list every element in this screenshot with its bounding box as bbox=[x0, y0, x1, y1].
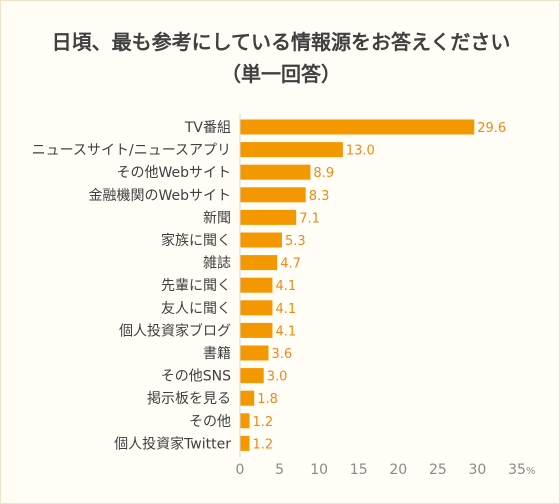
category-label: 先輩に聞く bbox=[161, 278, 231, 294]
bar bbox=[240, 142, 343, 158]
category-label: 掲示板を見る bbox=[147, 391, 231, 407]
x-tick-label: 5 bbox=[275, 462, 284, 478]
value-label: 3.0 bbox=[267, 370, 288, 385]
value-label: 1.8 bbox=[257, 392, 278, 407]
category-label: 個人投資家Twitter bbox=[114, 435, 231, 452]
value-label: 4.1 bbox=[275, 302, 296, 317]
bar bbox=[240, 322, 273, 338]
category-label: 友人に聞く bbox=[161, 301, 231, 317]
bar bbox=[240, 277, 273, 293]
category-label: 金融機関のWebサイト bbox=[88, 188, 231, 204]
x-tick-label: 20 bbox=[389, 462, 407, 478]
value-label: 13.0 bbox=[346, 144, 375, 159]
bar bbox=[240, 390, 255, 406]
bar bbox=[240, 368, 264, 384]
x-unit-label: % bbox=[526, 466, 536, 477]
bar bbox=[240, 300, 273, 316]
bar bbox=[240, 164, 311, 180]
bar bbox=[240, 119, 475, 135]
value-label: 3.6 bbox=[271, 347, 292, 362]
value-label: 1.2 bbox=[252, 437, 273, 452]
x-tick-label: 25 bbox=[429, 462, 447, 478]
value-label: 8.9 bbox=[313, 166, 334, 181]
category-label: その他 bbox=[189, 414, 231, 430]
bar bbox=[240, 232, 282, 248]
chart-subtitle: （単一回答） bbox=[221, 62, 341, 86]
category-label: ニュースサイト/ニュースアプリ bbox=[32, 143, 231, 159]
value-label: 7.1 bbox=[299, 211, 320, 226]
value-label: 5.3 bbox=[285, 234, 306, 249]
category-label: 書籍 bbox=[203, 345, 231, 362]
bar bbox=[240, 345, 269, 361]
category-label: その他SNS bbox=[161, 369, 231, 385]
chart-title: 日頃、最も参考にしている情報源をお答えください bbox=[51, 30, 511, 54]
category-label: 新聞 bbox=[203, 210, 231, 226]
category-label: 個人投資家ブログ bbox=[119, 322, 231, 339]
value-label: 1.2 bbox=[252, 415, 273, 430]
value-label: 8.3 bbox=[309, 189, 330, 204]
x-tick-label: 30 bbox=[469, 462, 487, 478]
x-tick-label: 0 bbox=[236, 462, 245, 478]
category-label: 雑誌 bbox=[203, 256, 231, 272]
value-label: 29.6 bbox=[477, 121, 506, 136]
bar bbox=[240, 435, 250, 451]
bar bbox=[240, 413, 250, 429]
value-label: 4.7 bbox=[280, 257, 301, 272]
x-tick-label: 10 bbox=[310, 462, 328, 478]
value-label: 4.1 bbox=[275, 324, 296, 339]
category-label: 家族に聞く bbox=[161, 232, 231, 249]
value-label: 4.1 bbox=[275, 279, 296, 294]
category-label: TV番組 bbox=[184, 120, 231, 136]
x-tick-label: 35 bbox=[508, 462, 526, 478]
category-label: その他Webサイト bbox=[116, 165, 231, 181]
bar bbox=[240, 187, 306, 203]
bar bbox=[240, 209, 297, 225]
x-tick-label: 15 bbox=[350, 462, 368, 478]
bar bbox=[240, 255, 278, 271]
